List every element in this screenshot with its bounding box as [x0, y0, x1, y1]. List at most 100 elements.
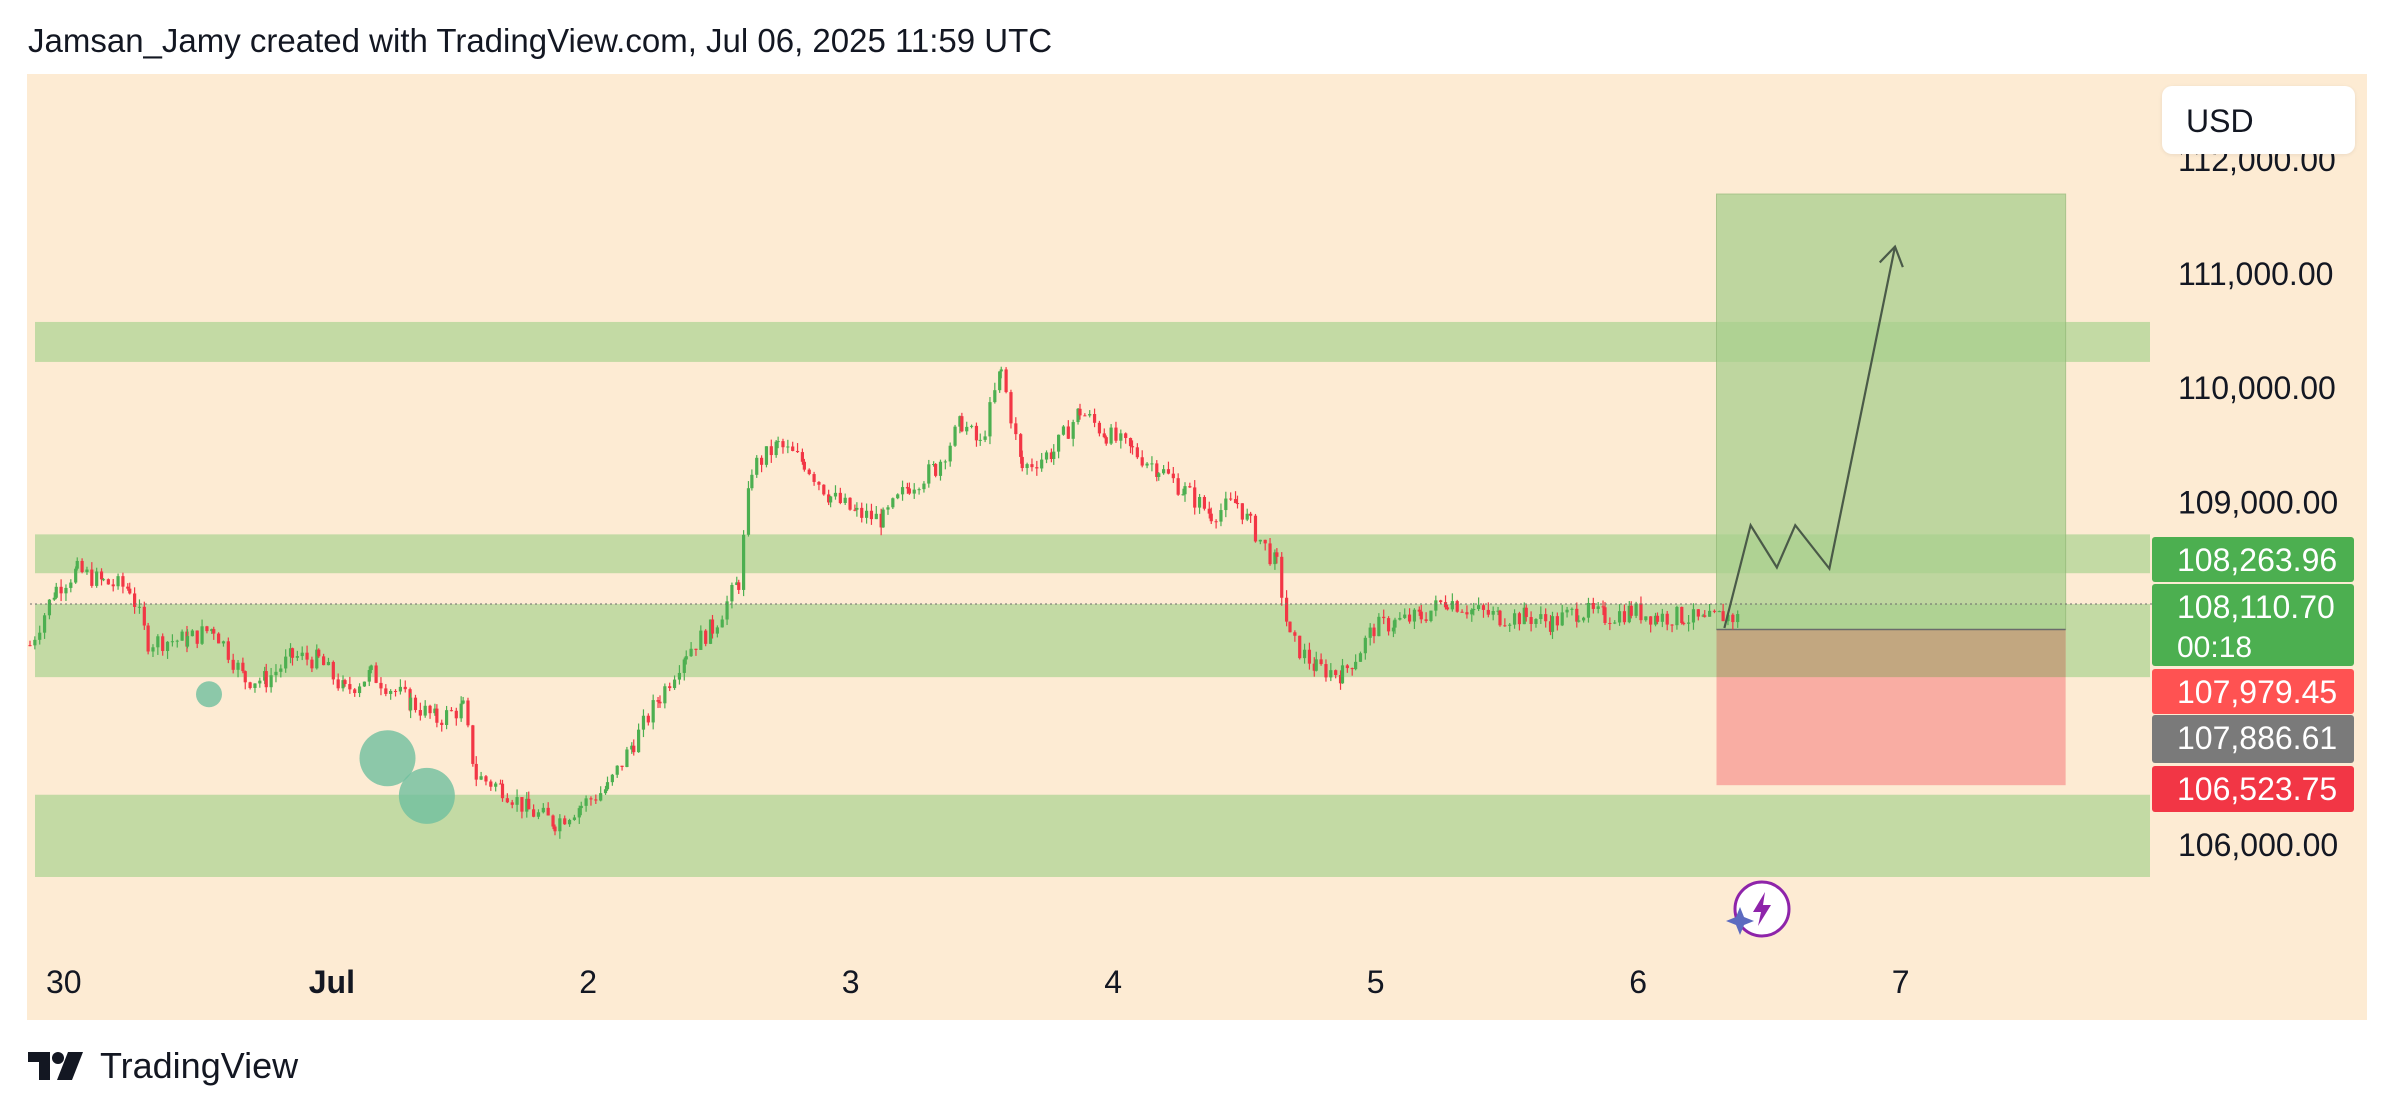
candle-up	[1539, 614, 1543, 620]
candle-up	[1708, 610, 1712, 617]
candle-down	[1188, 486, 1192, 488]
candle-down	[646, 715, 650, 723]
candle-down	[710, 619, 715, 634]
candle-up	[409, 697, 413, 711]
candle-down	[759, 457, 764, 465]
candle-down	[403, 686, 407, 690]
overlay-layer	[30, 244, 2160, 938]
candle-down	[869, 510, 874, 520]
candle-up	[423, 705, 427, 716]
candle-down	[384, 688, 388, 694]
candle-up	[1363, 637, 1367, 654]
footer[interactable]: TradingView	[28, 1045, 298, 1087]
candle-down	[1445, 607, 1450, 610]
candle-up	[855, 507, 859, 510]
time-axis: 30 Jul 2 3 4 5 6 7	[46, 964, 1910, 1000]
candle-up	[1522, 607, 1526, 625]
candle-up	[969, 425, 974, 427]
candle-up	[764, 446, 769, 465]
candle-down	[1712, 610, 1717, 612]
price-tag-value: 108,110.70	[2177, 589, 2335, 625]
candle-down	[1455, 601, 1459, 612]
candle-up	[95, 571, 99, 586]
candle-down	[1202, 497, 1207, 509]
candle-up	[494, 783, 498, 787]
candle-down	[769, 446, 773, 456]
candle-down	[1263, 539, 1267, 544]
candle-down	[1703, 615, 1707, 617]
candle-down	[1682, 623, 1686, 625]
candle-up	[579, 805, 583, 809]
candle-down	[1524, 607, 1528, 618]
candle-up	[1653, 615, 1658, 625]
candle-down	[553, 826, 557, 832]
candle-up	[567, 819, 572, 825]
candle-down	[348, 684, 352, 690]
candle-down	[1104, 437, 1108, 444]
candle-down	[1049, 452, 1053, 460]
candle-up	[1398, 617, 1402, 620]
candle-up	[69, 582, 73, 588]
candle-up	[1224, 498, 1228, 511]
candle-down	[322, 656, 326, 666]
candle-down	[632, 745, 636, 753]
candle-down	[146, 625, 150, 652]
candle-down	[860, 507, 864, 518]
candle-down	[353, 689, 357, 694]
candle-up	[357, 686, 362, 694]
candle-down	[80, 560, 84, 573]
candle-up	[341, 680, 345, 689]
candle-up	[52, 597, 56, 600]
candle-up	[362, 681, 367, 687]
candle-up	[326, 661, 331, 666]
candle-up	[958, 416, 962, 427]
time-tick-label: 3	[842, 964, 860, 1000]
candle-up	[965, 426, 969, 432]
candle-up	[1634, 603, 1638, 616]
candle-down	[1130, 446, 1135, 448]
candle-down	[656, 700, 660, 702]
candle-up	[1550, 616, 1555, 632]
candle-down	[1030, 464, 1034, 468]
candle-up	[682, 659, 686, 673]
candle-down	[474, 763, 478, 780]
candle-down	[1665, 613, 1669, 625]
candle-up	[1403, 614, 1407, 618]
candle-up	[725, 601, 729, 620]
candle-up	[1273, 552, 1277, 565]
candle-down	[1166, 469, 1171, 474]
candle-up	[210, 629, 214, 632]
candle-up	[1302, 649, 1307, 659]
candle-up	[137, 606, 142, 608]
candle-down	[1324, 664, 1328, 678]
candle-down	[1176, 478, 1180, 495]
candles-layer	[28, 366, 1740, 839]
candle-down	[1670, 624, 1674, 626]
candle-up	[948, 445, 952, 462]
candle-up	[1057, 434, 1061, 452]
candle-down	[1629, 605, 1633, 616]
candle-down	[264, 671, 268, 688]
candle-down	[489, 781, 493, 787]
candle-up	[1368, 627, 1372, 638]
candle-up	[38, 632, 42, 640]
candle-up	[1150, 463, 1154, 465]
candle-down	[1288, 621, 1292, 633]
candle-down	[1128, 438, 1133, 447]
candle-down	[1078, 408, 1082, 416]
candle-down	[449, 710, 454, 712]
candle-down	[205, 626, 209, 632]
candle-down	[551, 815, 555, 827]
candle-up	[258, 680, 262, 684]
candle-up	[1044, 452, 1049, 460]
candle-down	[822, 484, 826, 495]
candle-up	[572, 817, 577, 820]
candle-down	[1319, 659, 1323, 665]
take-profit-area	[1716, 193, 2067, 631]
candle-down	[243, 671, 247, 683]
currency-button[interactable]: USD	[2162, 86, 2355, 154]
candle-down	[99, 571, 104, 580]
candle-up	[1145, 463, 1149, 466]
candle-down	[90, 569, 94, 586]
